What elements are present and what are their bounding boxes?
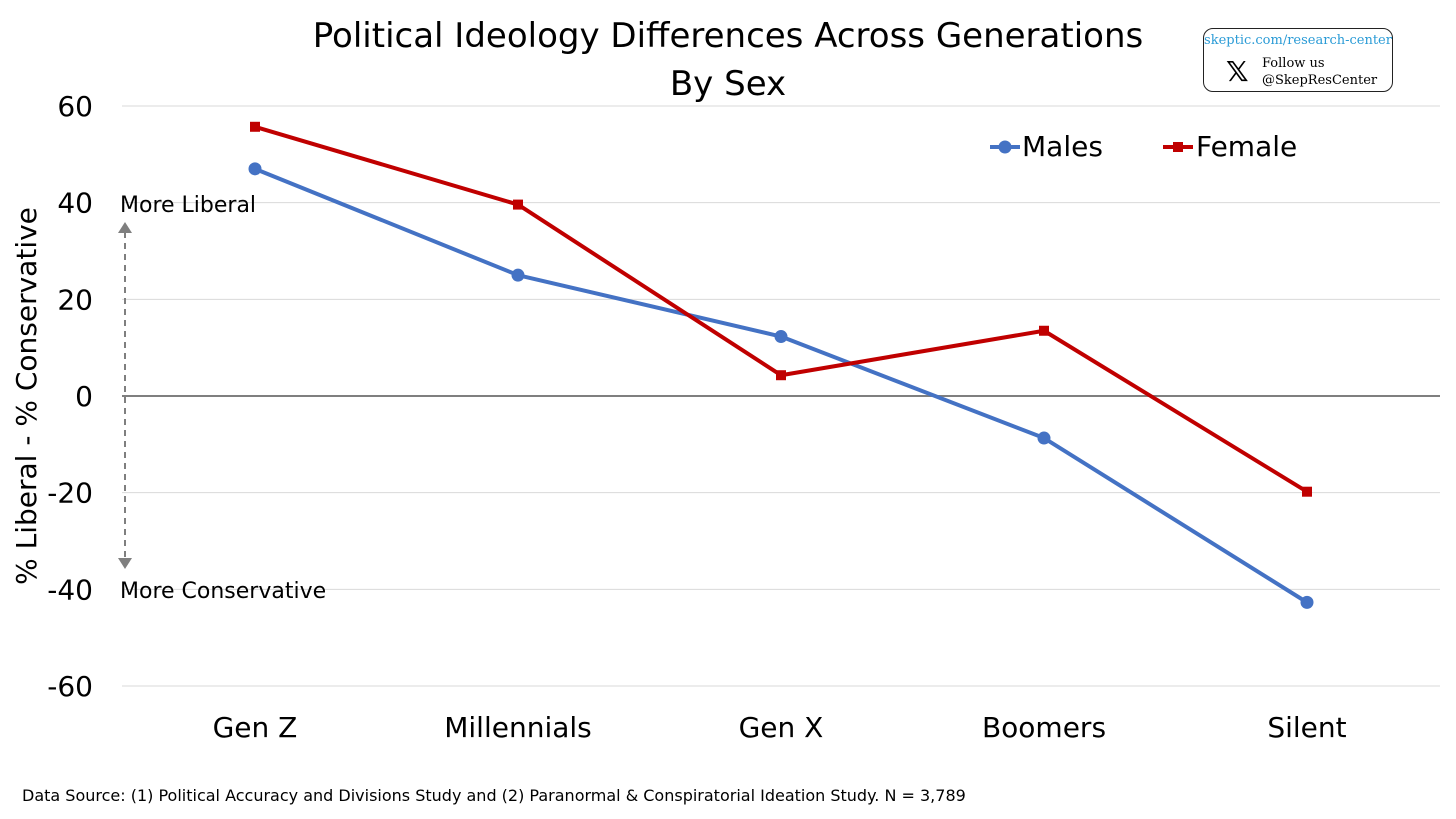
legend-marker-males <box>998 140 1012 154</box>
y-tick-label: 20 <box>57 283 93 316</box>
y-tick-label: -40 <box>47 573 93 606</box>
legend-label-female: Female <box>1196 130 1297 163</box>
data-point-female <box>776 370 786 381</box>
x-tick-label: Boomers <box>982 711 1106 744</box>
arrow-down-icon <box>118 558 132 569</box>
data-point-female <box>1039 325 1049 336</box>
badge-follow-label: Follow us <box>1262 56 1325 71</box>
y-tick-label: 0 <box>75 380 93 413</box>
series-line-female <box>254 124 1309 494</box>
y-tick-label: -20 <box>47 477 93 510</box>
data-point-female <box>250 121 260 132</box>
social-badge[interactable]: skeptic.com/research-center 𝕏 Follow us … <box>1203 28 1393 92</box>
data-point-males <box>1037 431 1051 445</box>
x-tick-label: Silent <box>1267 711 1346 744</box>
badge-follow-text: Follow us @SkepResCenter <box>1262 55 1377 89</box>
legend: Males Female <box>990 130 1297 163</box>
data-point-males <box>1300 595 1314 609</box>
chart-title: Political Ideology Differences Across Ge… <box>312 16 1144 56</box>
badge-handle[interactable]: @SkepResCenter <box>1262 73 1378 88</box>
y-axis: 60 40 20 0 -20 -40 -60 <box>47 90 93 703</box>
arrow-up-icon <box>118 222 132 233</box>
series-line-males <box>254 166 1309 605</box>
x-tick-label: Gen X <box>739 711 824 744</box>
data-point-males <box>511 268 525 282</box>
y-tick-label: 60 <box>57 90 93 123</box>
data-point-female <box>1302 486 1312 497</box>
data-point-female <box>513 199 523 210</box>
data-source-note: Data Source: (1) Political Accuracy and … <box>22 786 966 805</box>
y-tick-label: -60 <box>47 670 93 703</box>
data-point-males <box>774 330 788 344</box>
legend-label-males: Males <box>1022 130 1103 163</box>
y-tick-label: 40 <box>57 187 93 220</box>
x-axis: Gen Z Millennials Gen X Boomers Silent <box>213 711 1347 744</box>
x-tick-label: Gen Z <box>213 711 298 744</box>
annotation-more-liberal: More Liberal <box>120 193 256 218</box>
x-logo-icon: 𝕏 <box>1226 55 1249 88</box>
series <box>248 121 1314 609</box>
badge-url[interactable]: skeptic.com/research-center <box>1204 33 1392 48</box>
direction-arrow <box>118 222 132 569</box>
chart-subtitle: By Sex <box>669 64 787 104</box>
data-point-males <box>248 162 262 176</box>
legend-marker-female <box>1173 142 1183 152</box>
y-axis-label: % Liberal - % Conservative <box>10 207 43 585</box>
annotation-more-conservative: More Conservative <box>120 579 326 604</box>
x-tick-label: Millennials <box>444 711 592 744</box>
